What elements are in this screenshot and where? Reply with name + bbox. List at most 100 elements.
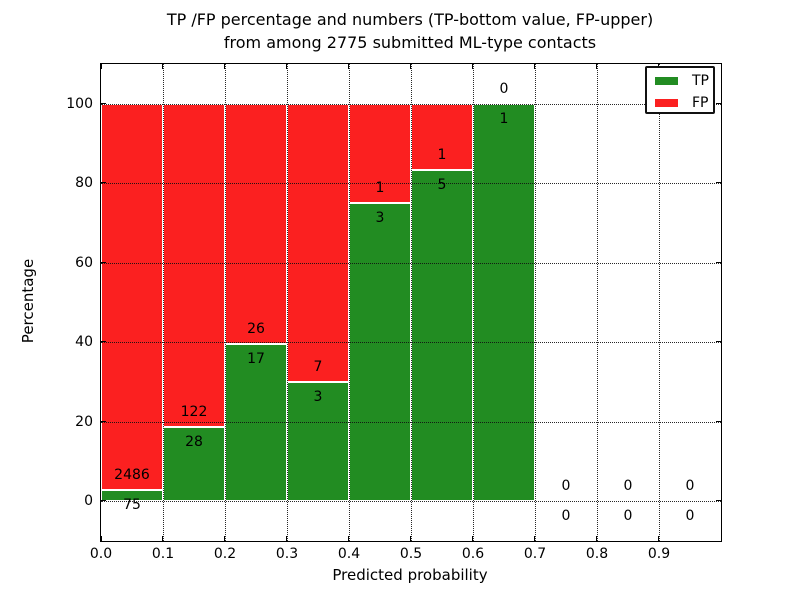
legend-item-tp: TP <box>647 71 713 90</box>
fp-count-label: 1 <box>375 180 385 197</box>
y-tick-label: 80 <box>75 175 93 192</box>
tp-count-label: 3 <box>313 389 323 405</box>
y-tick-right <box>716 182 721 184</box>
bar-segment-tp <box>163 427 225 502</box>
tp-count-label: 3 <box>375 210 385 227</box>
y-tick-left <box>101 261 106 263</box>
legend-label-tp: TP <box>692 72 709 89</box>
y-tick-right <box>716 341 721 343</box>
x-tick-top <box>348 64 349 69</box>
fp-count-label: 122 <box>180 404 208 421</box>
x-tick-bottom <box>596 536 597 541</box>
x-tick-top <box>101 64 102 69</box>
bar-segment-fp <box>101 103 163 490</box>
legend-item-fp: FP <box>647 93 713 112</box>
x-axis-label: Predicted probability <box>332 566 488 584</box>
fp-count-label: 0 <box>561 478 571 495</box>
tp-count-label: 0 <box>623 508 633 525</box>
x-tick-label: 0.4 <box>337 546 361 562</box>
x-tick-top <box>224 64 225 69</box>
x-tick-bottom <box>348 536 349 541</box>
chart-title-line1: TP /FP percentage and numbers (TP-bottom… <box>166 10 654 29</box>
x-tick-bottom <box>101 536 102 541</box>
gridline-x0.7 <box>535 64 536 541</box>
tp-count-label: 0 <box>685 508 695 525</box>
tp-count-label: 5 <box>437 177 447 193</box>
fp-count-label: 1 <box>437 147 447 163</box>
tp-count-label: 1 <box>499 110 509 127</box>
x-tick-top <box>596 64 597 69</box>
fp-count-label: 0 <box>499 80 509 97</box>
y-tick-right <box>716 102 721 104</box>
y-tick-label: 60 <box>75 254 93 271</box>
y-tick-left <box>101 182 106 184</box>
bar-segment-fp <box>225 103 287 345</box>
x-tick-label: 0.7 <box>523 546 547 562</box>
tp-count-label: 28 <box>185 434 203 451</box>
x-tick-label: 0.0 <box>89 546 113 562</box>
bar-segment-fp <box>349 103 411 204</box>
legend-label-fp: FP <box>692 94 709 111</box>
bar-segment-tp <box>349 203 411 502</box>
gridline-x0.6 <box>473 64 474 541</box>
x-tick-top <box>472 64 473 69</box>
chart-title-line2: from among 2775 submitted ML-type contac… <box>223 33 597 52</box>
x-tick-label: 0.6 <box>461 546 485 562</box>
y-tick-left <box>101 341 106 343</box>
legend: TP FP <box>645 66 715 114</box>
tp-count-label: 75 <box>123 496 141 513</box>
tp-count-label: 0 <box>561 508 571 525</box>
x-tick-label: 0.9 <box>647 546 671 562</box>
fp-count-label: 2486 <box>114 466 150 483</box>
gridline-x0.5 <box>411 64 412 541</box>
bar-segment-tp <box>101 489 163 502</box>
bar-segment-tp <box>411 170 473 502</box>
x-tick-bottom <box>658 536 659 541</box>
y-tick-right <box>716 500 721 502</box>
y-tick-label: 20 <box>75 413 93 430</box>
fp-count-label: 0 <box>623 478 633 495</box>
x-tick-bottom <box>162 536 163 541</box>
y-tick-right <box>716 420 721 422</box>
fp-count-label: 7 <box>313 359 323 375</box>
x-tick-bottom <box>472 536 473 541</box>
fp-color-swatch <box>655 98 678 107</box>
x-tick-label: 0.8 <box>585 546 609 562</box>
gridline-x0.2 <box>225 64 226 541</box>
bar-segment-tp <box>287 382 349 502</box>
x-tick-top <box>162 64 163 69</box>
fp-count-label: 26 <box>247 321 265 338</box>
gridline-x0.9 <box>659 64 660 541</box>
y-tick-right <box>716 261 721 263</box>
x-tick-label: 0.5 <box>399 546 423 562</box>
x-tick-label: 0.1 <box>151 546 175 562</box>
bar-segment-tp <box>473 103 535 502</box>
bar-segment-fp <box>163 103 225 428</box>
x-tick-bottom <box>286 536 287 541</box>
gridline-x0.1 <box>163 64 164 541</box>
fp-count-label: 0 <box>685 478 695 495</box>
x-tick-top <box>410 64 411 69</box>
x-tick-label: 0.3 <box>275 546 299 562</box>
x-tick-bottom <box>410 536 411 541</box>
x-tick-top <box>286 64 287 69</box>
chart-title: TP /FP percentage and numbers (TP-bottom… <box>100 8 720 54</box>
y-tick-left <box>101 102 106 104</box>
y-tick-left <box>101 500 106 502</box>
bar-segment-fp <box>287 103 349 382</box>
x-tick-label: 0.2 <box>213 546 237 562</box>
x-tick-bottom <box>224 536 225 541</box>
gridline-x0.3 <box>287 64 288 541</box>
y-tick-left <box>101 420 106 422</box>
y-tick-label: 100 <box>66 95 93 112</box>
y-tick-label: 40 <box>75 334 93 351</box>
gridline-x0.4 <box>349 64 350 541</box>
gridline-x0.8 <box>597 64 598 541</box>
y-tick-label: 0 <box>84 493 93 510</box>
tp-count-label: 17 <box>247 351 265 368</box>
x-tick-bottom <box>534 536 535 541</box>
plot-area: TP FP 0.0 0.1 0.2 0.3 0.4 0.5 0.6 0.7 0.8 0.9 0 20 4… <box>66 63 722 562</box>
tp-color-swatch <box>655 76 678 85</box>
x-tick-top <box>534 64 535 69</box>
